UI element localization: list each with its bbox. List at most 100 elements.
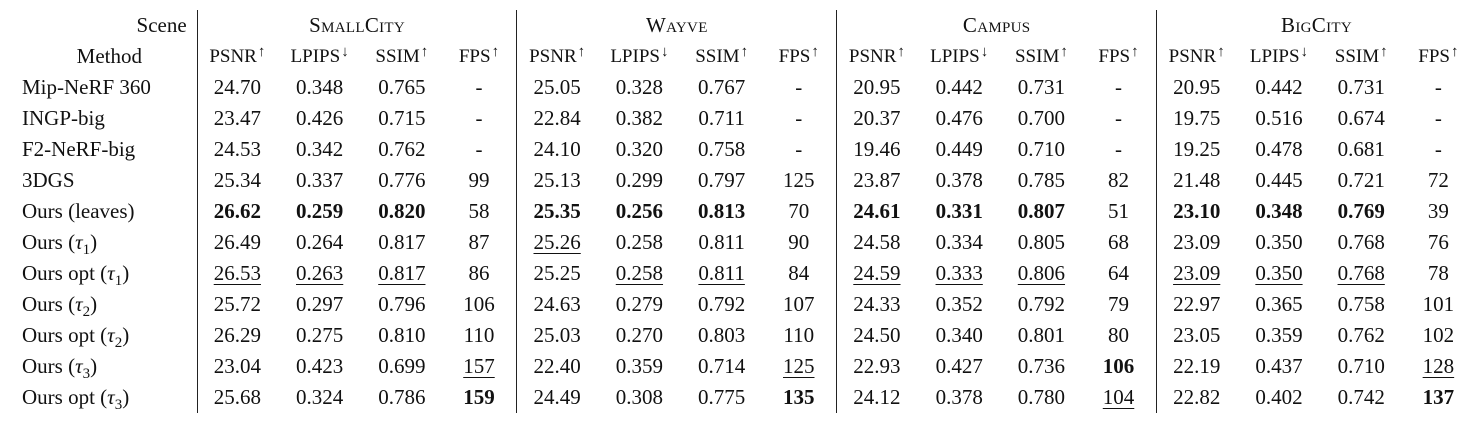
metric-name: FPS [458,45,491,67]
value-cell: 0.762 [1337,323,1385,347]
value-cell: 0.478 [1255,137,1303,161]
value-cell: 0.270 [615,323,664,347]
table-row: Ours (leaves) 26.62 0.259 0.820 58 25.35 0.256… [12,196,1476,227]
value-cell: 0.742 [1337,385,1385,409]
value-cell: 20.37 [836,103,917,134]
value-cell: 0.258 [615,230,664,254]
value-cell: 0.516 [1255,106,1303,130]
scene-header-campus: Campus [836,10,1157,41]
value-cell: 0.328 [615,75,664,99]
arrow-down-icon: ↓ [1300,43,1309,60]
method-name: Ours opt (τ3) [22,385,130,413]
value-cell: 0.813 [698,199,746,223]
value-cell: 25.34 [196,165,278,196]
value-cell: 0.762 [378,137,426,161]
value-cell: 137 [1422,385,1455,409]
value-cell: 0.352 [935,292,983,316]
results-table: Scene SmallCity Wayve Campus BigCity Met… [12,10,1476,413]
value-cell: - [1434,137,1442,161]
value-cell: 102 [1422,323,1455,347]
value-cell: 0.437 [1255,354,1303,378]
arrow-up-icon: ↑ [1451,43,1459,60]
value-cell: 79 [1108,292,1130,316]
value-cell: 125 [783,354,815,378]
value-cell: 0.320 [615,137,664,161]
arrow-up-icon: ↑ [1217,43,1225,60]
arrow-up-icon: ↑ [740,43,749,60]
value-cell: - [795,106,803,130]
metric-name: LPIPS [610,45,660,67]
value-cell: 25.25 [516,258,597,289]
value-cell: 0.792 [1017,292,1066,316]
table-row: Ours (τ1) 26.49 0.264 0.817 87 25.26 0.258 0.81… [12,227,1476,258]
value-cell: 25.26 [516,227,597,258]
value-cell: 0.365 [1255,292,1303,316]
table-row: 3DGS 25.34 0.337 0.776 99 25.13 0.299 0.797 125 2… [12,165,1476,196]
value-cell: 20.95 [1156,72,1237,103]
value-cell: 26.62 [196,196,278,227]
metric-header-ssim: SSIM↑ [1002,41,1081,72]
metric-header-psnr: PSNR↑ [1156,41,1237,72]
value-cell: 0.378 [935,168,983,192]
value-cell: - [1434,75,1442,99]
value-cell: 135 [783,385,815,409]
value-cell: 26.29 [196,320,278,351]
value-cell: 0.359 [1255,323,1303,347]
value-cell: 0.801 [1017,323,1066,347]
value-cell: 0.699 [378,354,426,378]
value-cell: 26.49 [196,227,278,258]
metric-header-ssim: SSIM↑ [1322,41,1401,72]
value-cell: 0.259 [296,199,344,223]
value-cell: 0.758 [698,137,746,161]
value-cell: 0.805 [1017,230,1066,254]
value-cell: 0.359 [615,354,664,378]
value-cell: 0.299 [615,168,664,192]
value-cell: 19.75 [1156,103,1237,134]
table-row: Ours (τ3) 23.04 0.423 0.699 157 22.40 0.359 0.7… [12,351,1476,382]
metric-name: PSNR [209,45,257,67]
value-cell: 106 [1102,354,1135,378]
value-cell: 76 [1427,230,1449,254]
metric-name: FPS [1098,45,1131,67]
table-row: Ours (τ2) 25.72 0.297 0.796 106 24.63 0.279 0.7… [12,289,1476,320]
value-cell: 64 [1108,261,1130,285]
scene-header-bigcity: BigCity [1156,10,1476,41]
value-cell: 0.445 [1255,168,1303,192]
value-cell: 0.758 [1337,292,1385,316]
value-cell: 125 [783,168,815,192]
value-cell: 0.811 [698,261,745,285]
value-cell: 51 [1108,199,1130,223]
value-cell: 25.03 [516,320,597,351]
metric-header-lpips: LPIPS↓ [277,41,362,72]
table-row: Ours opt (τ3) 25.68 0.324 0.786 159 24.49 0.30… [12,382,1476,413]
value-cell: 25.05 [516,72,597,103]
value-cell: 0.792 [698,292,746,316]
value-cell: 23.09 [1156,258,1237,289]
value-cell: 0.765 [378,75,426,99]
value-cell: 99 [468,168,490,192]
value-cell: 22.40 [516,351,597,382]
value-cell: - [1115,137,1123,161]
arrow-up-icon: ↑ [897,43,905,60]
value-cell: 0.350 [1255,230,1303,254]
value-cell: 107 [783,292,815,316]
value-cell: 110 [463,323,495,347]
metric-name: SSIM [1014,45,1060,67]
value-cell: 0.810 [378,323,426,347]
results-body: Mip-NeRF 360 24.70 0.348 0.765 - 25.05 0.328 0.… [12,72,1476,413]
value-cell: 25.72 [196,289,278,320]
value-cell: 0.817 [378,230,426,254]
value-cell: 78 [1427,261,1449,285]
method-name: Mip-NeRF 360 [22,75,151,99]
metric-name: SSIM [695,45,740,67]
value-cell: 26.53 [196,258,278,289]
table-row: Ours opt (τ1) 26.53 0.263 0.817 86 25.25 0.258… [12,258,1476,289]
arrow-up-icon: ↑ [811,43,819,60]
value-cell: 24.33 [836,289,917,320]
value-cell: 0.710 [1337,354,1385,378]
value-cell: 0.378 [935,385,983,409]
value-cell: 0.279 [615,292,664,316]
value-cell: 22.97 [1156,289,1237,320]
metric-header-psnr: PSNR↑ [196,41,278,72]
value-cell: 20.95 [836,72,917,103]
